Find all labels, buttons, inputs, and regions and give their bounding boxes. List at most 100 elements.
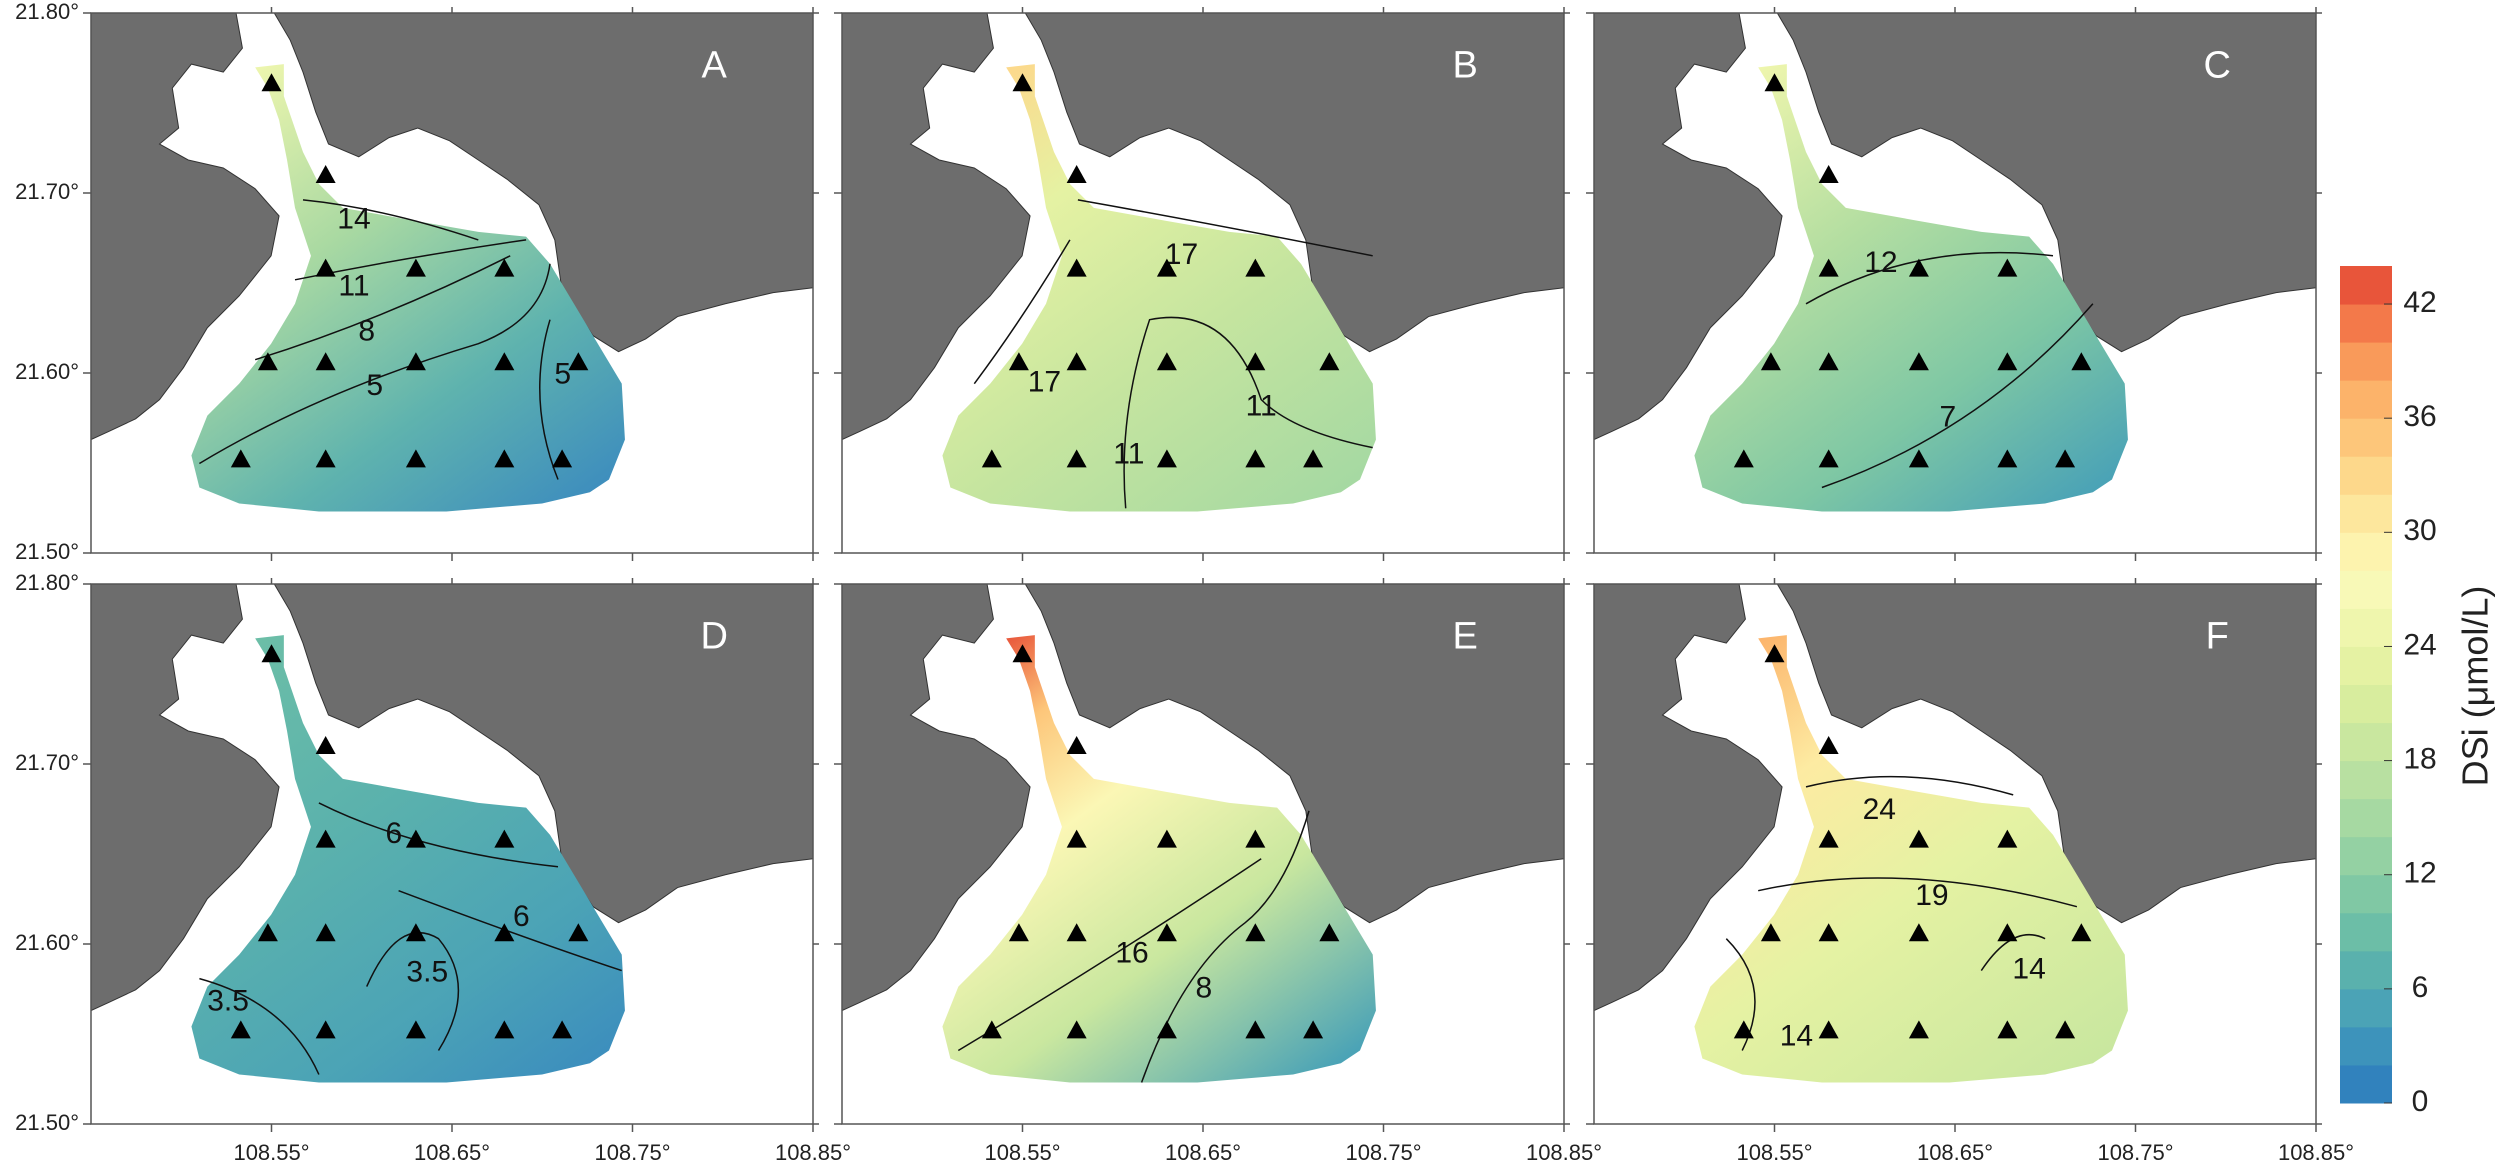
station: [1303, 1020, 1324, 1039]
station: [1066, 1020, 1087, 1039]
station: [1733, 449, 1754, 468]
station: [1997, 923, 2018, 942]
contour-label: 6: [385, 817, 402, 850]
station: [405, 1020, 426, 1039]
station: [1156, 352, 1177, 371]
map-panel: 6 6 3.5 3.5: [91, 584, 813, 1124]
station: [1319, 352, 1340, 371]
station: [315, 449, 336, 468]
contour-label: 5: [366, 369, 383, 402]
contour-line: [1805, 251, 2054, 305]
station: [405, 829, 426, 848]
land: [273, 584, 813, 924]
station: [1245, 829, 1266, 848]
contour-line: [973, 239, 1071, 385]
station: [315, 258, 336, 277]
colorbar-tick-label: 12: [2403, 857, 2436, 890]
x-tick-label: 108.55°: [233, 1140, 309, 1165]
station: [2071, 923, 2092, 942]
station: [494, 1020, 515, 1039]
station: [1156, 829, 1177, 848]
contour-label: 3.5: [406, 956, 448, 989]
station: [1733, 1020, 1754, 1039]
station: [1066, 736, 1087, 754]
contour-label: 8: [358, 314, 375, 347]
land: [842, 13, 1031, 441]
colorbar-label: DSi (μmol/L): [2455, 586, 2496, 787]
x-tick-label: 108.55°: [984, 1140, 1060, 1165]
x-tick-label: 108.75°: [1345, 1140, 1421, 1165]
land: [1594, 13, 1783, 441]
land: [842, 584, 1031, 1012]
station: [1156, 258, 1177, 277]
concentration-field: [942, 635, 1376, 1083]
land: [273, 13, 813, 353]
y-tick-label: 21.50°: [15, 539, 79, 564]
station: [1012, 73, 1033, 92]
contour-label: 16: [1115, 937, 1148, 970]
station: [1908, 449, 1929, 468]
colorbar-tick-label: 42: [2403, 286, 2436, 319]
station: [1908, 829, 1929, 848]
contour-label: 11: [1113, 437, 1144, 470]
station: [552, 1020, 573, 1039]
contour-label: 7: [1939, 401, 1956, 434]
contour-line: [539, 319, 559, 480]
station: [1156, 923, 1177, 942]
map-panel: 24 19 14 14: [1594, 584, 2316, 1124]
panel-letter: B: [1453, 44, 1478, 86]
y-tick-label: 21.70°: [15, 179, 79, 204]
colorbar-band: [2340, 760, 2392, 800]
station: [1066, 165, 1087, 183]
station: [1764, 644, 1785, 663]
concentration-field: [1694, 635, 2128, 1083]
contour-label: 17: [1028, 366, 1061, 399]
land: [1776, 13, 2316, 353]
x-tick-label: 108.65°: [414, 1140, 490, 1165]
station: [1245, 923, 1266, 942]
colorbar-band: [2340, 1064, 2392, 1104]
contour-line: [1821, 303, 2094, 489]
x-tick-label: 108.75°: [594, 1140, 670, 1165]
land: [91, 13, 280, 441]
station: [230, 1020, 251, 1039]
station: [315, 923, 336, 942]
colorbar-tick-label: 36: [2403, 400, 2436, 433]
colorbar-band: [2340, 304, 2392, 343]
station: [1008, 352, 1029, 371]
station: [315, 1020, 336, 1039]
station: [257, 352, 278, 371]
station: [1997, 449, 2018, 468]
contour-label: 19: [1915, 879, 1948, 912]
station: [552, 449, 573, 468]
station: [1303, 449, 1324, 468]
station: [1908, 352, 1929, 371]
station: [405, 258, 426, 277]
colorbar-band: [2340, 722, 2392, 762]
station: [405, 352, 426, 371]
contour-label: 14: [337, 203, 370, 236]
panel-letter: D: [700, 615, 727, 657]
contour-label: 6: [513, 900, 530, 933]
station: [230, 449, 251, 468]
station: [981, 449, 1002, 468]
y-tick-label: 21.80°: [15, 570, 79, 595]
station: [1818, 736, 1839, 754]
contour-label: 11: [338, 270, 369, 303]
station: [1008, 923, 1029, 942]
colorbar-band: [2340, 418, 2392, 457]
station: [494, 829, 515, 848]
concentration-field: [191, 635, 625, 1083]
contour-line: [254, 255, 511, 361]
station: [315, 829, 336, 848]
station: [494, 923, 515, 942]
colorbar-band: [2340, 912, 2392, 952]
map-panel: 14 11 8 5 5: [91, 13, 813, 553]
contour-label: 8: [1195, 972, 1212, 1005]
station: [1818, 1020, 1839, 1039]
colorbar-band: [2340, 532, 2392, 571]
station: [1066, 352, 1087, 371]
station: [2055, 449, 2076, 468]
station: [1997, 352, 2018, 371]
panel-letter: A: [702, 44, 728, 86]
